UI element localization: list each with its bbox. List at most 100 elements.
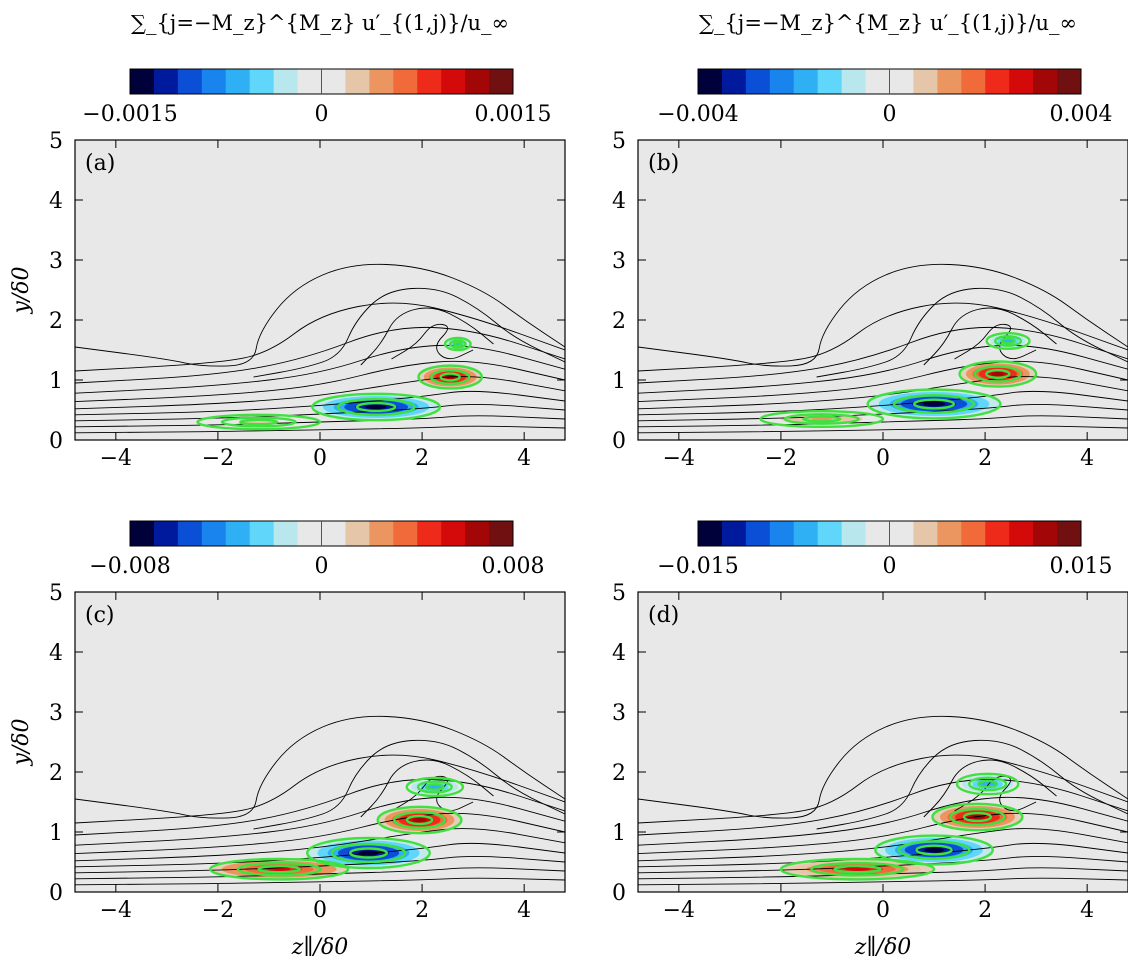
streamline xyxy=(75,376,565,410)
colorbar-swatch xyxy=(249,521,275,546)
y-axis-label: y/δ0 xyxy=(9,266,34,314)
green-contour xyxy=(393,810,446,830)
green-contour xyxy=(417,364,484,390)
green-contour xyxy=(802,415,842,423)
x-tick-label: 2 xyxy=(415,898,429,923)
plot-background xyxy=(638,140,1128,440)
streamline xyxy=(638,715,1128,819)
colorbar-swatch xyxy=(153,69,179,94)
x-tick-label: 4 xyxy=(517,446,531,471)
x-axis-label: z∥/δ0 xyxy=(291,935,348,960)
green-contour xyxy=(958,360,1038,388)
streamline xyxy=(75,877,565,886)
green-contour xyxy=(759,410,885,429)
colorbar-swatch xyxy=(961,69,986,94)
top-left-title: ∑_{j=−M_z}^{M_z} u′_{(1,j)}/u_∞ xyxy=(131,11,509,35)
green-contour xyxy=(968,776,1008,792)
colorbar-swatch xyxy=(393,69,418,94)
green-contour xyxy=(985,332,1031,351)
colorbar-swatch xyxy=(345,521,370,546)
streamline xyxy=(75,403,565,422)
green-contour xyxy=(236,861,322,877)
green-contour xyxy=(912,398,956,410)
y-tick-label: 4 xyxy=(49,641,63,666)
streamline xyxy=(75,263,565,367)
colorbar-swatch xyxy=(841,521,867,546)
streamline xyxy=(638,263,1128,367)
green-contour xyxy=(416,780,453,794)
colorbar-swatch xyxy=(1057,69,1082,94)
green-contour xyxy=(949,807,1006,827)
blob-band xyxy=(412,817,427,823)
green-contour xyxy=(977,779,999,789)
panel-2: −4 −2 0 2 4 0 1 2 3 4 5 (c) y/δ0 z∥/δ0 −0.008 0 0.008 xyxy=(9,520,566,960)
colorbar-swatch xyxy=(913,521,938,546)
green-contour xyxy=(866,388,1002,420)
streamline xyxy=(638,376,1128,410)
green-contour xyxy=(783,413,860,425)
x-tick-label: −4 xyxy=(663,898,695,923)
colorbar-swatch xyxy=(369,69,394,94)
colorbar-swatch xyxy=(130,69,155,94)
blob-band xyxy=(982,782,993,786)
colorbar-swatch xyxy=(201,69,227,94)
x-tick-label: −4 xyxy=(100,898,132,923)
green-contour xyxy=(306,836,431,870)
blob-band xyxy=(922,401,946,407)
streamline xyxy=(923,307,1057,366)
y-tick-label: 3 xyxy=(49,701,63,726)
green-contour xyxy=(336,397,416,417)
green-contour xyxy=(973,365,1023,383)
colorbar-swatch xyxy=(769,521,795,546)
streamline xyxy=(75,415,565,428)
colorbar-swatch xyxy=(273,521,299,546)
blob-band xyxy=(924,847,944,853)
streamline xyxy=(816,287,1128,378)
x-tick-label: 4 xyxy=(1080,898,1094,923)
blob-band xyxy=(248,420,269,424)
green-contour xyxy=(209,857,350,881)
streamline xyxy=(638,302,1128,372)
y-tick-label: 1 xyxy=(49,821,63,846)
plot-area xyxy=(638,715,1128,886)
colorbar-swatch xyxy=(745,521,771,546)
streamline xyxy=(638,812,1128,855)
blob-band xyxy=(455,343,460,345)
colorbar-swatch xyxy=(817,521,843,546)
plot-area xyxy=(75,263,565,434)
colorbar-swatch xyxy=(985,69,1010,94)
x-tick-label: 4 xyxy=(517,898,531,923)
streamline xyxy=(75,796,565,846)
colorbar-swatch xyxy=(985,521,1010,546)
colorbar-swatch xyxy=(769,69,795,94)
panel-3: −4 −2 0 2 4 0 1 2 3 4 5 (d) z∥/δ0 −0.015 0 0.015 xyxy=(612,520,1128,960)
plot-area xyxy=(75,715,565,886)
green-contour xyxy=(196,413,322,431)
colorbar-label: −0.015 xyxy=(657,554,738,579)
colorbar-swatch xyxy=(1033,521,1058,546)
y-tick-label: 4 xyxy=(612,641,626,666)
streamline xyxy=(75,390,565,416)
colorbar-swatch xyxy=(698,69,723,94)
colorbar-swatch xyxy=(937,69,962,94)
x-tick-label: −2 xyxy=(765,898,797,923)
colorbar-swatch xyxy=(153,521,179,546)
streamline xyxy=(638,796,1128,846)
green-contour xyxy=(874,834,994,866)
streamline xyxy=(923,759,1057,818)
green-contour xyxy=(405,776,465,798)
streamline xyxy=(75,360,565,403)
colorbar-swatch xyxy=(1009,521,1034,546)
colorbar-swatch xyxy=(393,521,418,546)
green-contour xyxy=(779,857,936,881)
blob-band xyxy=(811,417,832,421)
colorbar-label: 0 xyxy=(883,554,897,579)
y-tick-label: 3 xyxy=(612,701,626,726)
y-tick-label: 5 xyxy=(612,581,626,606)
x-tick-label: 0 xyxy=(313,446,327,471)
colorbar-swatch xyxy=(321,69,346,94)
green-contour xyxy=(893,394,976,414)
streamline xyxy=(75,715,565,819)
x-tick-label: 0 xyxy=(876,898,890,923)
streamline xyxy=(360,759,494,818)
